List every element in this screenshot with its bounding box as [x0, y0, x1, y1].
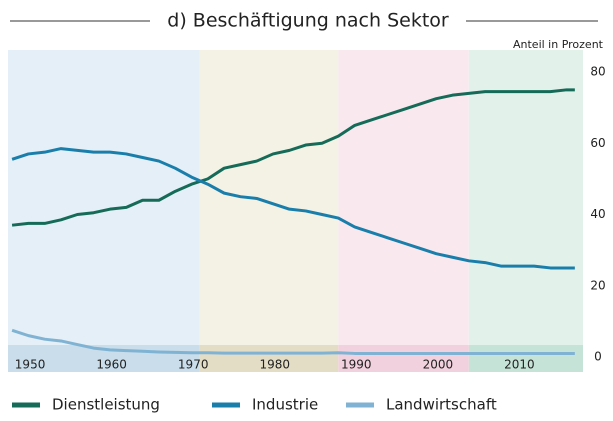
- period-band: [468, 50, 583, 345]
- y-tick-label: 40: [590, 207, 605, 221]
- x-tick-label: 1950: [15, 358, 46, 372]
- chart-title: d) Beschäftigung nach Sektor: [167, 10, 449, 32]
- legend-label: Industrie: [252, 396, 318, 414]
- legend-label: Landwirtschaft: [386, 396, 497, 414]
- series-line: [11, 328, 575, 355]
- series-line: [11, 88, 575, 227]
- legend-label: Dienstleistung: [52, 396, 160, 414]
- x-tick-label: 2000: [423, 358, 454, 372]
- y-tick-label: 60: [590, 136, 605, 150]
- period-band: [338, 50, 469, 345]
- y-tick-label: 0: [594, 350, 602, 364]
- period-band: [8, 50, 200, 345]
- period-strip: [199, 345, 339, 372]
- y-tick-label: 80: [590, 65, 605, 79]
- x-tick-label: 1960: [96, 358, 127, 372]
- period-strip: [338, 345, 469, 372]
- y-tick-label: 20: [590, 278, 605, 292]
- period-strip: [468, 345, 583, 372]
- y-axis-label: Anteil in Prozent: [513, 38, 604, 51]
- x-tick-label: 1990: [341, 358, 372, 372]
- series-line: [11, 147, 575, 270]
- x-tick-label: 1970: [178, 358, 209, 372]
- x-tick-label: 2010: [504, 358, 535, 372]
- x-tick-label: 1980: [259, 358, 290, 372]
- period-band: [199, 50, 339, 345]
